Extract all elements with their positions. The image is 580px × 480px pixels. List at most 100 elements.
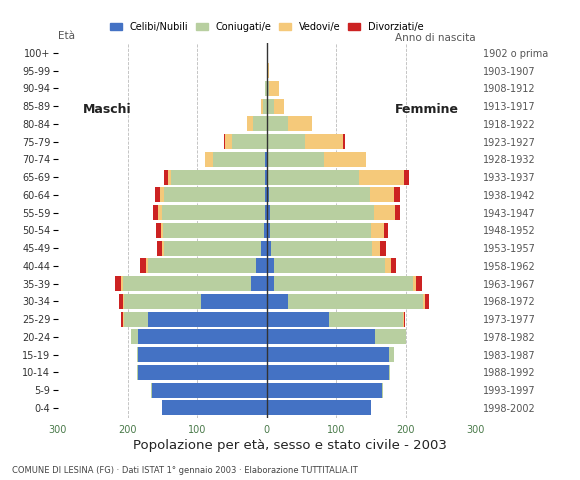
Bar [266, 169, 267, 185]
Bar [160, 187, 164, 203]
Bar [416, 276, 422, 291]
Bar [391, 258, 396, 274]
Bar [267, 187, 269, 203]
Bar [266, 152, 267, 167]
Bar [288, 294, 423, 309]
Bar [124, 294, 201, 309]
Bar [264, 187, 267, 203]
Bar [343, 134, 345, 149]
Bar [370, 187, 394, 203]
Bar [162, 205, 264, 220]
Bar [148, 312, 267, 327]
Bar [271, 240, 372, 256]
Bar [163, 223, 264, 238]
Bar [156, 223, 161, 238]
Bar [267, 134, 305, 149]
Bar [423, 294, 426, 309]
Bar [267, 329, 375, 345]
Bar [140, 258, 146, 274]
Bar [155, 187, 160, 203]
Bar [119, 294, 123, 309]
Legend: Celibi/Nubili, Coniugati/e, Vedovi/e, Divorziati/e: Celibi/Nubili, Coniugati/e, Vedovi/e, Di… [110, 22, 423, 32]
Bar [148, 258, 256, 274]
Bar [274, 276, 413, 291]
Bar [274, 99, 284, 114]
Bar [267, 116, 288, 132]
Bar [267, 258, 274, 274]
Bar [288, 116, 312, 132]
Bar [168, 169, 172, 185]
Bar [267, 240, 271, 256]
Bar [213, 152, 266, 167]
Text: Maschi: Maschi [82, 103, 131, 116]
Bar [267, 312, 329, 327]
Bar [267, 205, 270, 220]
Bar [404, 312, 405, 327]
Bar [374, 205, 395, 220]
Bar [267, 99, 274, 114]
Bar [247, 116, 253, 132]
Bar [267, 294, 288, 309]
Text: Popolazione per età, sesso e stato civile - 2003: Popolazione per età, sesso e stato civil… [133, 439, 447, 452]
Bar [153, 205, 158, 220]
Bar [385, 258, 391, 274]
Bar [269, 81, 280, 96]
Text: COMUNE DI LESINA (FG) · Dati ISTAT 1° gennaio 2003 · Elaborazione TUTTITALIA.IT: COMUNE DI LESINA (FG) · Dati ISTAT 1° ge… [12, 466, 357, 475]
Bar [267, 63, 269, 78]
Bar [267, 152, 268, 167]
Bar [161, 223, 163, 238]
Bar [253, 116, 267, 132]
Bar [115, 276, 121, 291]
Bar [268, 152, 324, 167]
Bar [264, 223, 267, 238]
Bar [358, 169, 404, 185]
Bar [123, 294, 124, 309]
Bar [232, 134, 267, 149]
Bar [329, 312, 403, 327]
Bar [389, 347, 394, 362]
Bar [267, 383, 382, 397]
Bar [371, 223, 385, 238]
Bar [157, 240, 162, 256]
Bar [131, 329, 138, 345]
Text: Femmine: Femmine [395, 103, 459, 116]
Bar [164, 187, 264, 203]
Bar [267, 81, 269, 96]
Bar [201, 294, 267, 309]
Bar [138, 365, 267, 380]
Bar [123, 276, 252, 291]
Bar [138, 329, 267, 345]
Bar [121, 312, 123, 327]
Bar [137, 347, 138, 362]
Bar [413, 276, 416, 291]
Bar [164, 240, 261, 256]
Bar [269, 187, 370, 203]
Bar [261, 99, 263, 114]
Bar [426, 294, 429, 309]
Bar [138, 347, 267, 362]
Bar [267, 400, 371, 415]
Bar [389, 365, 390, 380]
Bar [267, 347, 389, 362]
Bar [225, 134, 232, 149]
Bar [124, 312, 148, 327]
Bar [158, 205, 162, 220]
Bar [270, 205, 374, 220]
Text: Anno di nascita: Anno di nascita [395, 33, 476, 43]
Bar [252, 276, 267, 291]
Bar [162, 240, 164, 256]
Bar [267, 169, 268, 185]
Bar [266, 81, 267, 96]
Bar [394, 187, 400, 203]
Bar [256, 258, 267, 274]
Bar [264, 205, 267, 220]
Bar [267, 223, 270, 238]
Bar [224, 134, 225, 149]
Bar [152, 383, 267, 397]
Bar [165, 169, 168, 185]
Bar [267, 365, 389, 380]
Text: Età: Età [58, 31, 75, 40]
Bar [403, 312, 404, 327]
Bar [274, 258, 385, 274]
Bar [385, 223, 388, 238]
